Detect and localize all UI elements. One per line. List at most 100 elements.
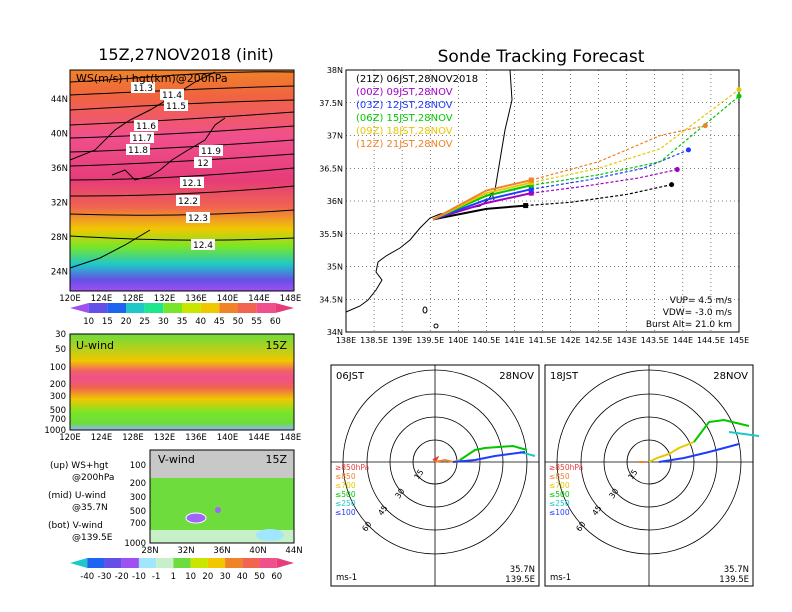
tracking-legend: (21Z) 06JST,28NOV2018 (00Z) 09JST,28NOV (0… [356, 74, 478, 150]
colorbar-label: 45 [214, 317, 225, 327]
top-map-frame [69, 69, 295, 292]
colorbar-swatch [104, 558, 122, 568]
pressure-tick-label: 500 [50, 406, 66, 416]
note-mid-2: @35.7N [72, 503, 108, 513]
colorbar-swatch [88, 303, 108, 313]
lat-tick-label: 44N [285, 546, 302, 556]
hodograph-legend-entry: ≤100 [335, 508, 356, 517]
v-wind-time: 15Z [265, 453, 287, 466]
lat-tick-label: 37N [327, 132, 343, 141]
hodograph-unit: ms-1 [336, 573, 357, 583]
colorbar-label: 40 [195, 317, 206, 327]
colorbar-swatch [238, 303, 257, 313]
colorbar-label: -40 [80, 572, 94, 582]
tracking-panel: 38N 37.5N 37N 36.5N 36N 35.5N 35N 34.5N 34N 138E… [319, 66, 749, 345]
tracking-lines [432, 87, 742, 221]
coastline-japan [111, 117, 226, 181]
pressure-tick-label: 1000 [124, 539, 146, 549]
lat-tick-label: 32N [177, 546, 194, 556]
colorbar-swatch [259, 558, 277, 568]
panel-notes: (up) WS+hgt @200hPa (mid) U-wind @35.7N … [48, 461, 114, 543]
pressure-tick-label: 30 [55, 330, 66, 340]
colorbar-swatch [126, 303, 145, 313]
contour-label: 12.4 [193, 241, 213, 251]
track-solid-segment [432, 179, 532, 221]
contour-label: 11.4 [162, 91, 182, 101]
lon-tick-label: 128E [122, 433, 144, 443]
lat-tick-label: 34N [327, 328, 343, 337]
colorbar-swatch [190, 558, 208, 568]
coastline-korea-china [69, 71, 216, 161]
lat-tick-label: 36N [51, 164, 68, 174]
lon-tick-label: 140E [217, 433, 239, 443]
lat-tick-label: 28N [51, 233, 68, 243]
island [422, 306, 428, 314]
v-wind-pressure-ticks: 100 200 300 500 700 1000 [124, 461, 146, 549]
hodograph-trace [658, 443, 740, 463]
pressure-tick-label: 300 [50, 392, 66, 402]
island [433, 323, 439, 329]
hodograph-legend-entry: ≥850hPa [335, 463, 369, 472]
pressure-tick-label: 700 [50, 415, 66, 425]
colorbar-label: 35 [177, 317, 188, 327]
colorbar-label: 40 [237, 572, 248, 582]
track-dashed-segment [531, 168, 678, 194]
colorbar-swatch [121, 558, 139, 568]
height-contours [69, 71, 295, 241]
u-wind-field [70, 334, 294, 430]
hodograph-time: 06JST [336, 371, 365, 382]
lon-tick-label: 144E [248, 433, 270, 443]
lat-tick-label: 34.5N [319, 295, 343, 304]
lon-tick-label: 141.5E [529, 336, 557, 345]
contour-label: 11.8 [128, 146, 148, 156]
lon-tick-label: 140E [448, 336, 468, 345]
legend-entry: (12Z) 21JST,28NOV [356, 139, 453, 150]
note-up-2: @200hPa [72, 473, 114, 483]
track-marker-end [674, 167, 680, 173]
track-dashed-segment [525, 184, 672, 207]
track-solid-segment [432, 192, 532, 221]
right-title: Sonde Tracking Forecast [438, 47, 645, 67]
colorbar-swatch [173, 558, 191, 568]
lat-tick-label: 44N [51, 95, 68, 105]
contour-label: 11.6 [136, 122, 156, 132]
lon-tick-label: 124E [91, 433, 113, 443]
colorbar-swatch [242, 558, 260, 568]
lat-tick-label: 35.5N [319, 230, 343, 239]
hodograph-time: 18JST [550, 371, 579, 382]
lon-tick-label: 138.5E [360, 336, 388, 345]
v-wind-frame [149, 449, 295, 544]
lon-tick-label: 139.5E [416, 336, 444, 345]
u-wind-time: 15Z [265, 339, 287, 352]
colorbar-swatch [70, 303, 89, 313]
colorbar-label: 25 [139, 317, 150, 327]
hodograph-lat: 35.7N [724, 565, 749, 575]
track-marker-square [528, 180, 534, 186]
pressure-tick-label: 200 [130, 479, 146, 489]
track-marker-square [528, 177, 534, 183]
hodograph-trace [434, 458, 454, 463]
param-vup: VUP= 4.5 m/s [670, 296, 733, 306]
lon-tick-label: 140.5E [472, 336, 500, 345]
colorbar-label: 20 [121, 317, 132, 327]
lon-tick-label: 148E [280, 294, 302, 304]
track-dashed-segment [531, 89, 740, 184]
lat-tick-label: 36.5N [319, 164, 343, 173]
track-marker-end [736, 87, 742, 93]
colorbar-swatch [87, 558, 105, 568]
colorbar-swatch [225, 558, 243, 568]
lon-tick-label: 148E [280, 433, 302, 443]
note-bot-2: @139.5E [72, 533, 113, 543]
track-marker-square [528, 182, 534, 188]
lat-tick-label: 35N [327, 263, 343, 272]
v-wind-feature-small [215, 507, 221, 513]
colorbar-swatch [163, 303, 182, 313]
lat-tick-label: 37.5N [319, 99, 343, 108]
hodograph-legend-entry: ≤250 [335, 499, 356, 508]
pressure-tick-label: 100 [130, 461, 146, 471]
v-wind-upper-band [150, 450, 294, 478]
v-wind-feature-purple [185, 512, 207, 524]
colorbar-swatch [256, 303, 276, 313]
